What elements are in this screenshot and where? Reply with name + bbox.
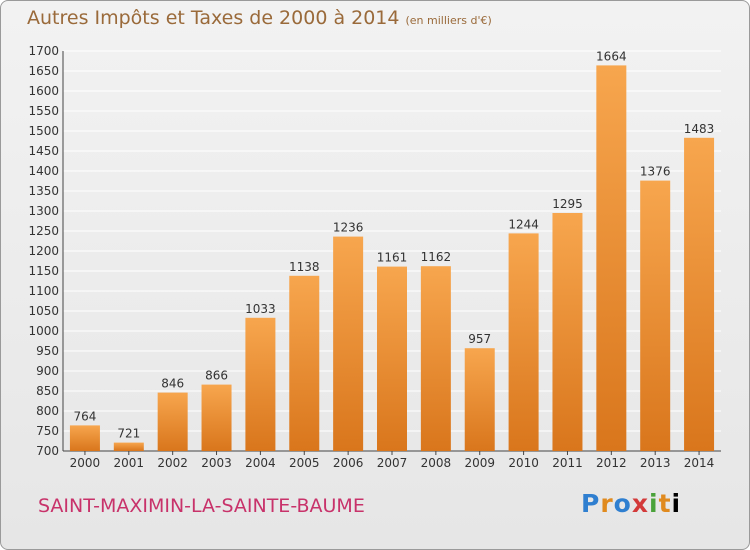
x-tick-label-2008: 2008 (421, 456, 452, 470)
data-label-2000: 764 (73, 409, 96, 423)
x-tick-label-2007: 2007 (377, 456, 408, 470)
x-tick-label-2009: 2009 (464, 456, 495, 470)
bar-2008 (420, 266, 451, 451)
x-tick-label-2004: 2004 (245, 456, 276, 470)
y-tick-label: 1150 (28, 264, 59, 278)
bar-2011 (552, 213, 583, 451)
data-label-2009: 957 (468, 332, 491, 346)
data-label-2013: 1376 (640, 165, 671, 179)
bar-2004 (245, 317, 276, 451)
x-tick-label-2010: 2010 (508, 456, 539, 470)
data-label-2006: 1236 (333, 221, 364, 235)
bar-2005 (289, 275, 320, 451)
x-tick-label-2006: 2006 (333, 456, 364, 470)
y-tick-label: 700 (36, 444, 59, 458)
data-label-2007: 1161 (377, 251, 408, 265)
y-tick-label: 1600 (28, 84, 59, 98)
data-label-2001: 721 (117, 427, 140, 441)
chart-unit: (en milliers d'€) (405, 14, 492, 27)
bar-2014 (684, 137, 715, 452)
commune-name: SAINT-MAXIMIN-LA-SAINTE-BAUME (38, 495, 365, 517)
y-tick-label: 1350 (28, 184, 59, 198)
y-tick-label: 900 (36, 364, 59, 378)
x-tick-label-2005: 2005 (289, 456, 320, 470)
chart-title-text: Autres Impôts et Taxes de 2000 à 2014 (27, 7, 400, 29)
x-tick-label-2002: 2002 (157, 456, 188, 470)
y-tick-label: 1250 (28, 224, 59, 238)
y-tick-label: 1000 (28, 324, 59, 338)
y-tick-label: 1050 (28, 304, 59, 318)
y-tick-label: 950 (36, 344, 59, 358)
data-label-2002: 846 (161, 377, 184, 391)
data-label-2005: 1138 (289, 260, 320, 274)
y-tick-label: 750 (36, 424, 59, 438)
x-tick-label-2001: 2001 (114, 456, 145, 470)
bar-2012 (596, 65, 627, 452)
y-tick-label: 1500 (28, 124, 59, 138)
bar-2009 (464, 348, 495, 451)
y-tick-label: 1200 (28, 244, 59, 258)
y-tick-label: 1700 (28, 44, 59, 58)
x-tick-label-2012: 2012 (596, 456, 627, 470)
x-tick-label-2000: 2000 (70, 456, 101, 470)
data-label-2004: 1033 (245, 302, 276, 316)
y-tick-label: 1650 (28, 64, 59, 78)
bar-2002 (157, 392, 188, 451)
bar-2000 (69, 425, 100, 451)
data-label-2008: 1162 (421, 250, 452, 264)
x-tick-label-2011: 2011 (552, 456, 583, 470)
bar-2001 (113, 442, 144, 451)
proxiti-logo: Proxiti (581, 489, 682, 518)
x-tick-label-2013: 2013 (640, 456, 671, 470)
y-tick-label: 800 (36, 404, 59, 418)
chart-title: Autres Impôts et Taxes de 2000 à 2014 (en… (27, 7, 492, 29)
data-label-2011: 1295 (552, 197, 583, 211)
y-tick-label: 1100 (28, 284, 59, 298)
bar-2003 (201, 384, 232, 451)
x-tick-label-2003: 2003 (201, 456, 232, 470)
x-tick-label-2014: 2014 (684, 456, 715, 470)
bar-2006 (333, 236, 364, 451)
y-tick-label: 1400 (28, 164, 59, 178)
y-tick-label: 850 (36, 384, 59, 398)
data-label-2003: 866 (205, 369, 228, 383)
data-label-2014: 1483 (684, 122, 715, 136)
y-tick-label: 1550 (28, 104, 59, 118)
data-label-2010: 1244 (508, 217, 539, 231)
bar-chart: 700 750 800 850 900 950 1000 1050 1100 1150 1200 12… (28, 44, 721, 470)
bar-2007 (377, 266, 407, 451)
bar-2013 (640, 180, 671, 451)
bar-2010 (508, 233, 539, 451)
y-tick-label: 1450 (28, 144, 59, 158)
y-tick-label: 1300 (28, 204, 59, 218)
data-label-2012: 1664 (596, 49, 627, 63)
